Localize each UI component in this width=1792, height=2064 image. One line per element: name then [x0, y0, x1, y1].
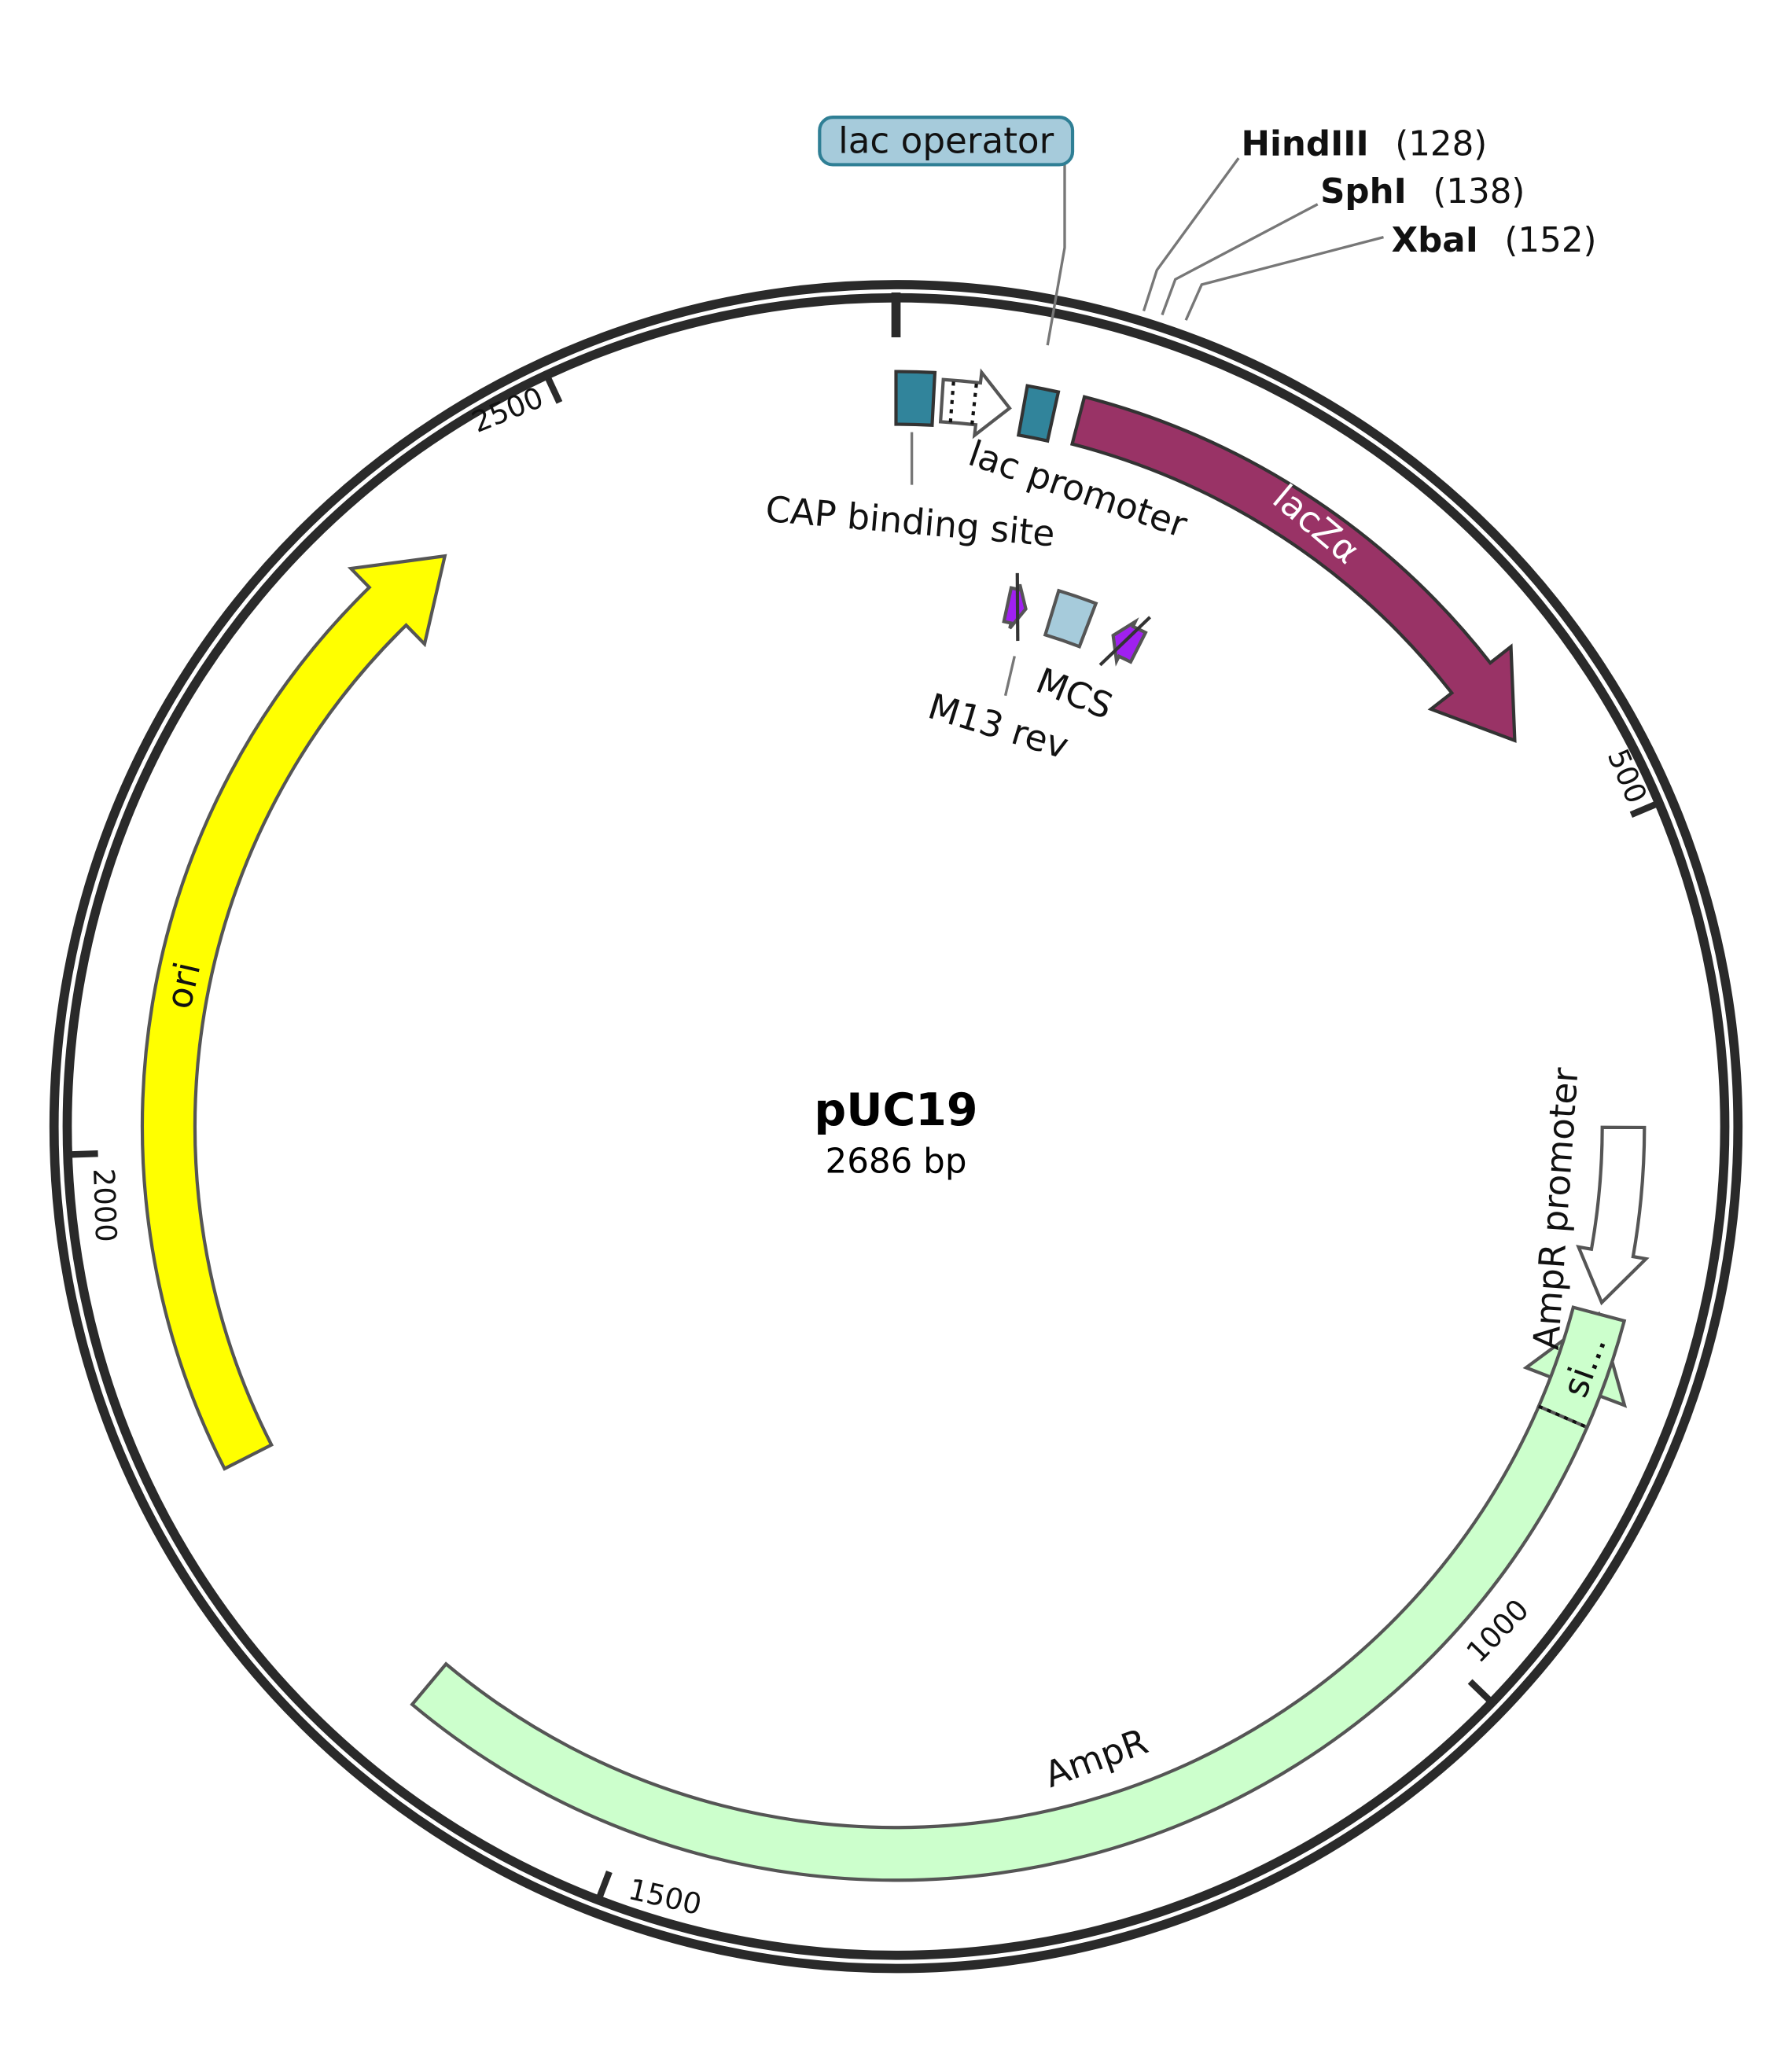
backbone-outer-ring: [49, 280, 1743, 1974]
features: [140, 368, 1650, 1882]
feature-ampr[interactable]: [410, 1311, 1628, 1882]
feature-ampprom[interactable]: [1576, 1125, 1650, 1306]
site-position: (138): [1433, 172, 1525, 212]
m13rev-leader: [1003, 656, 1016, 697]
site-position: (128): [1395, 125, 1487, 164]
feature-ori-shape[interactable]: [140, 554, 447, 1471]
feature-laczalpha[interactable]: [1069, 395, 1517, 743]
site-xbai[interactable]: XbaI (152): [1392, 221, 1597, 260]
feature-cap[interactable]: [894, 370, 937, 427]
xbai-leader: [1184, 236, 1384, 321]
plasmid-length: 2686 bp: [826, 1142, 967, 1181]
feature-sig-shape[interactable]: [1536, 1305, 1627, 1430]
site-hindiii[interactable]: HindIII (128): [1242, 125, 1488, 164]
site-name: XbaI: [1392, 221, 1478, 260]
feature-ampr-shape[interactable]: [410, 1311, 1628, 1882]
feature-m13rev[interactable]: [1002, 572, 1028, 642]
tick-mark: [71, 1150, 98, 1158]
plasmid-name: pUC19: [814, 1084, 977, 1136]
tick-label: 500: [1601, 744, 1654, 808]
primer-strand-line: [1098, 616, 1152, 667]
feature-mcs-shape[interactable]: [1043, 588, 1098, 649]
hindiii-leader: [1142, 157, 1240, 311]
site-name: HindIII: [1242, 125, 1369, 164]
promoter-dotted-line: [948, 380, 955, 423]
ori-label: ori: [157, 958, 208, 1013]
feature-mcs[interactable]: [1043, 588, 1098, 649]
feature-lacprom[interactable]: [938, 368, 1012, 440]
feature-ori[interactable]: [140, 554, 447, 1471]
lac-operator-label: lac operator: [838, 120, 1054, 161]
sphi-leader: [1161, 203, 1319, 316]
site-name: SphI: [1320, 172, 1407, 212]
tick-mark: [545, 377, 563, 404]
feature-m13fwd-shape[interactable]: [1111, 617, 1148, 667]
tick-mark: [1467, 1679, 1492, 1702]
feature-lacop-shape[interactable]: [1016, 384, 1061, 443]
feature-lacop[interactable]: [1016, 384, 1061, 443]
feature-m13fwd[interactable]: [1098, 616, 1152, 667]
primer-strand-line: [1015, 572, 1020, 642]
mcs-label: MCS: [1031, 660, 1119, 727]
site-position: (152): [1504, 221, 1596, 260]
feature-m13rev-shape[interactable]: [1002, 583, 1028, 630]
backbone: [49, 280, 1743, 1974]
feature-sig[interactable]: [1536, 1305, 1627, 1430]
tick-mark: [1629, 801, 1657, 819]
promoter-dotted-line: [970, 382, 979, 425]
lac-operator-label-box: [818, 116, 1075, 167]
cap-label: CAP binding site: [764, 488, 1057, 555]
site-sphi[interactable]: SphI (138): [1320, 172, 1525, 212]
tick-mark: [596, 1870, 613, 1898]
lac-operator-leader: [1046, 163, 1066, 346]
feature-laczalpha-shape[interactable]: [1069, 395, 1517, 743]
feature-ampprom-shape[interactable]: [1576, 1125, 1650, 1306]
tick-label: 2000: [86, 1168, 123, 1242]
feature-cap-shape[interactable]: [894, 370, 937, 427]
